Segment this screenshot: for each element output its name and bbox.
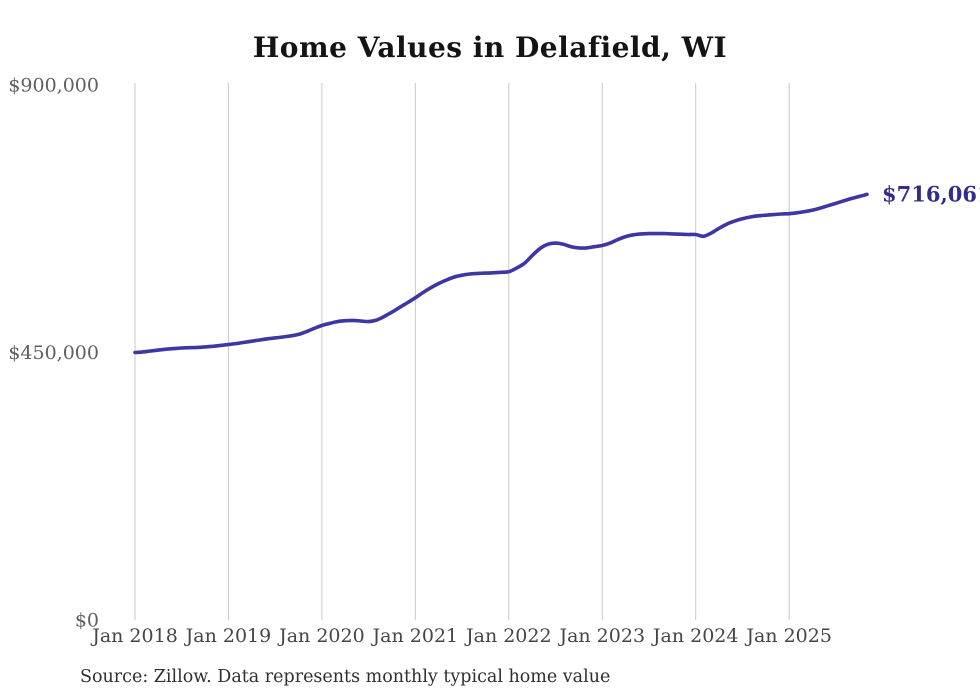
y-tick-label: $0 bbox=[75, 610, 99, 632]
x-axis-tick-labels: Jan 2018 Jan 2019 Jan 2020 Jan 2021 Jan 2022… bbox=[90, 625, 832, 647]
latest-value-label: $716,061 bbox=[882, 181, 980, 206]
y-tick-label: $450,000 bbox=[8, 342, 99, 364]
x-tick-label: Jan 2025 bbox=[744, 625, 832, 647]
source-note: Source: Zillow. Data represents monthly … bbox=[80, 667, 611, 687]
y-axis-tick-labels: $0 $450,000 $900,000 bbox=[8, 75, 99, 632]
x-tick-label: Jan 2018 bbox=[90, 625, 178, 647]
vertical-gridlines bbox=[134, 83, 790, 620]
y-tick-label: $900,000 bbox=[8, 75, 99, 97]
x-tick-label: Jan 2019 bbox=[184, 625, 272, 647]
x-tick-label: Jan 2024 bbox=[651, 625, 739, 647]
x-tick-label: Jan 2020 bbox=[277, 625, 365, 647]
x-tick-label: Jan 2022 bbox=[464, 625, 552, 647]
x-tick-label: Jan 2023 bbox=[557, 625, 645, 647]
home-value-series-line bbox=[133, 192, 869, 355]
x-tick-label: Jan 2021 bbox=[371, 625, 459, 647]
chart-title: Home Values in Delafield, WI bbox=[252, 31, 728, 64]
